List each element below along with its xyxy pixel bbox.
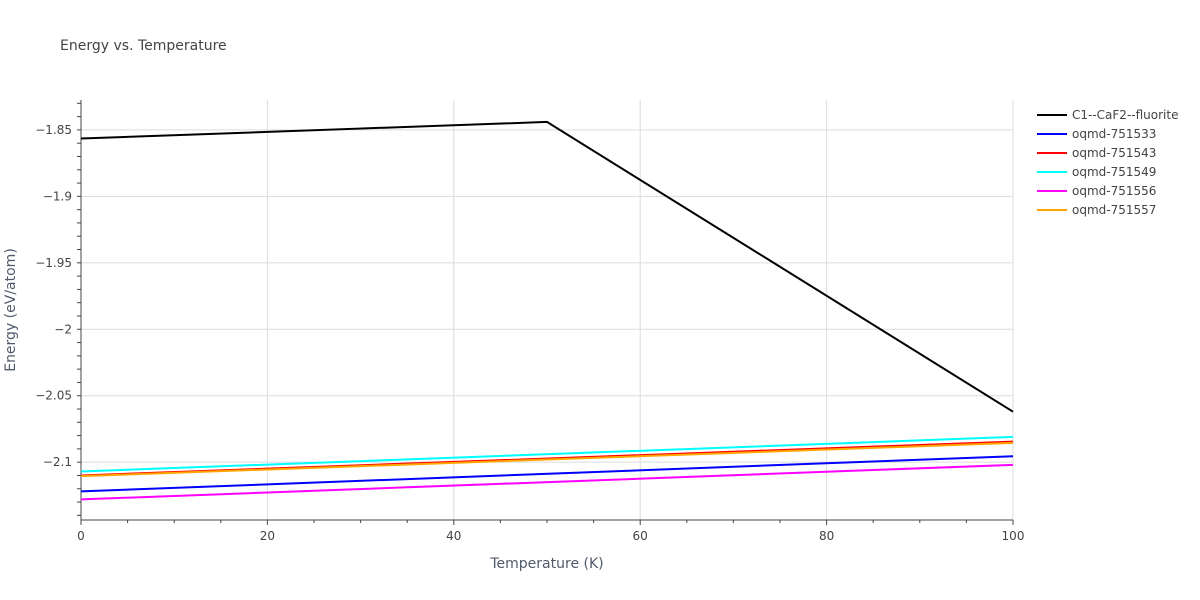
legend-label: oqmd-751556 <box>1072 184 1156 198</box>
y-tick-label: −2 <box>54 322 72 336</box>
legend[interactable]: C1--CaF2--fluorite oqmd-751533 oqmd-751543… <box>1037 108 1178 217</box>
legend-label: oqmd-751557 <box>1072 203 1156 217</box>
x-tick-label: 20 <box>260 529 275 543</box>
x-tick-label: 60 <box>633 529 648 543</box>
series-line-oqmd-751549 <box>80 435 1014 473</box>
series-lines <box>80 120 1014 501</box>
y-tick-labels: −1.85 −1.9 −1.95 −2 −2.05 −2.1 <box>35 123 72 469</box>
legend-item[interactable]: oqmd-751549 <box>1037 165 1156 179</box>
y-tick-label: −1.95 <box>35 256 72 270</box>
x-tick-label: 40 <box>446 529 461 543</box>
y-tick-label: −1.9 <box>43 189 72 203</box>
legend-item[interactable]: oqmd-751557 <box>1037 203 1156 217</box>
chart-title: Energy vs. Temperature <box>60 38 227 54</box>
y-tick-label: −2.05 <box>35 389 72 403</box>
series-line-oqmd-751556 <box>80 463 1014 501</box>
x-tick-label: 100 <box>1002 529 1025 543</box>
legend-label: C1--CaF2--fluorite <box>1072 108 1178 122</box>
legend-item[interactable]: C1--CaF2--fluorite <box>1037 108 1178 122</box>
x-tick-labels: 0 20 40 60 80 100 <box>77 529 1024 543</box>
y-tick-label: −1.85 <box>35 123 72 137</box>
x-tick-label: 0 <box>77 529 85 543</box>
y-tick-label: −2.1 <box>43 455 72 469</box>
legend-label: oqmd-751549 <box>1072 165 1156 179</box>
legend-item[interactable]: oqmd-751543 <box>1037 146 1156 160</box>
series-line-oqmd-751557 <box>80 441 1014 478</box>
series-line-C1--CaF2--fluorite <box>80 120 1014 413</box>
axes <box>77 100 1014 525</box>
legend-item[interactable]: oqmd-751533 <box>1037 127 1156 141</box>
grid-lines <box>81 100 1014 520</box>
legend-item[interactable]: oqmd-751556 <box>1037 184 1156 198</box>
series-line-oqmd-751533 <box>80 455 1014 493</box>
x-tick-label: 80 <box>819 529 834 543</box>
legend-label: oqmd-751543 <box>1072 146 1156 160</box>
x-axis-label: Temperature (K) <box>489 556 603 572</box>
legend-label: oqmd-751533 <box>1072 127 1156 141</box>
y-axis-label: Energy (eV/atom) <box>3 248 19 372</box>
